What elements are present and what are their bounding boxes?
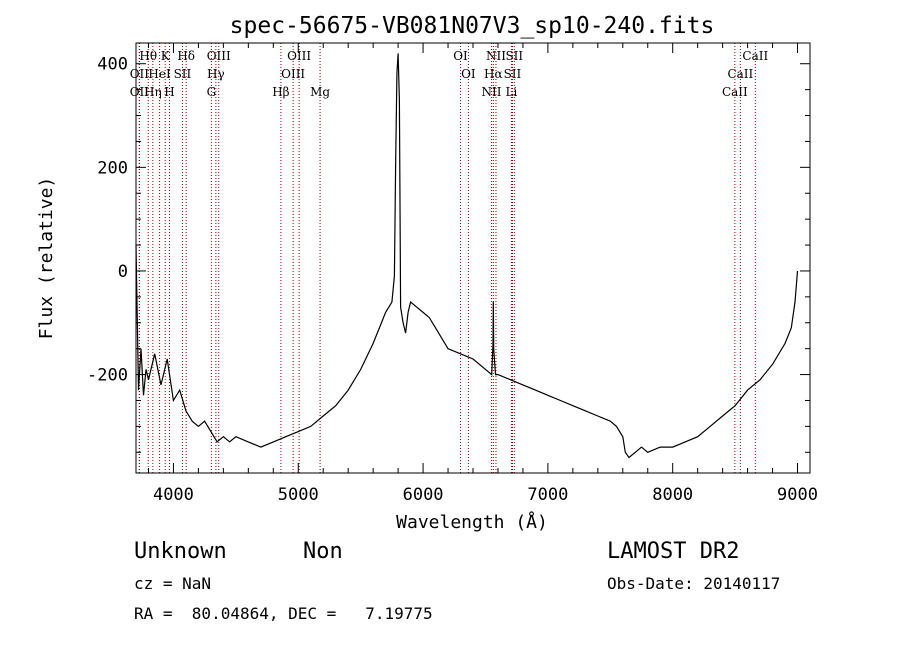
spectral-line-label: NII xyxy=(486,49,506,63)
x-tick-label: 6000 xyxy=(403,485,444,505)
spectral-line-label: CaII xyxy=(742,49,768,63)
spectral-line-label: OII xyxy=(130,85,150,99)
obs-date-label: Obs-Date: 20140117 xyxy=(607,574,781,593)
spectral-line-label: OI xyxy=(453,49,468,63)
y-axis-label: Flux (relative) xyxy=(36,177,57,340)
x-tick-label: 8000 xyxy=(652,485,693,505)
classification-label: Unknown xyxy=(134,539,227,564)
spectral-line-label: H xyxy=(164,85,174,99)
spectrum-series xyxy=(135,53,799,459)
x-tick-label: 5000 xyxy=(278,485,319,505)
spectral-line-label: Hδ xyxy=(177,49,195,63)
y-tick-label: 200 xyxy=(97,158,128,178)
spectral-line-label: SII xyxy=(505,49,523,63)
spectral-line-label: Hγ xyxy=(207,67,225,81)
axis-ticks: 4000 5000 6000 7000 8000 9000 -200 0 200 400 xyxy=(87,43,818,505)
spectral-line-label: Hβ xyxy=(272,85,289,99)
x-tick-label: 4000 xyxy=(153,485,194,505)
spectral-line-label: Hθ xyxy=(139,49,157,63)
spectral-line-label: Mg xyxy=(310,85,330,99)
redshift-label: cz = NaN xyxy=(134,574,212,593)
spectral-line-label: OIII xyxy=(287,49,311,63)
spectral-line-label: K xyxy=(161,49,171,63)
spectral-line-label: OI xyxy=(461,67,476,81)
spectral-line-label: HeI xyxy=(148,67,171,81)
spectral-line-label: NII xyxy=(481,85,501,99)
spectral-line-label: SII xyxy=(504,67,522,81)
y-tick-label: 400 xyxy=(97,55,128,75)
subclass-label: Non xyxy=(303,539,343,564)
plot-frame xyxy=(135,42,811,474)
spectral-line-label: OIII xyxy=(207,49,231,63)
spectral-line-label: Hη xyxy=(144,85,162,99)
spectral-line-label: G xyxy=(207,85,217,99)
spectral-line-label: Li xyxy=(506,85,518,99)
x-axis-label: Wavelength (Å) xyxy=(396,511,548,533)
survey-label: LAMOST DR2 xyxy=(607,539,740,564)
x-tick-label: 9000 xyxy=(777,485,818,505)
spectral-line-label: Hα xyxy=(484,67,503,81)
spectrum-line xyxy=(135,53,799,459)
y-tick-label: 0 xyxy=(118,262,128,282)
y-tick-label: -200 xyxy=(87,366,128,386)
spectral-line-label: OIII xyxy=(281,67,305,81)
chart-title: spec-56675-VB081N07V3_sp10-240.fits xyxy=(230,13,715,39)
spectral-line-label: SII xyxy=(174,67,192,81)
spectral-line-label: CaII xyxy=(727,67,753,81)
spectral-line-label: CaII xyxy=(722,85,748,99)
coordinates-label: RA = 80.04864, DEC = 7.19775 xyxy=(134,604,433,623)
x-tick-label: 7000 xyxy=(527,485,568,505)
